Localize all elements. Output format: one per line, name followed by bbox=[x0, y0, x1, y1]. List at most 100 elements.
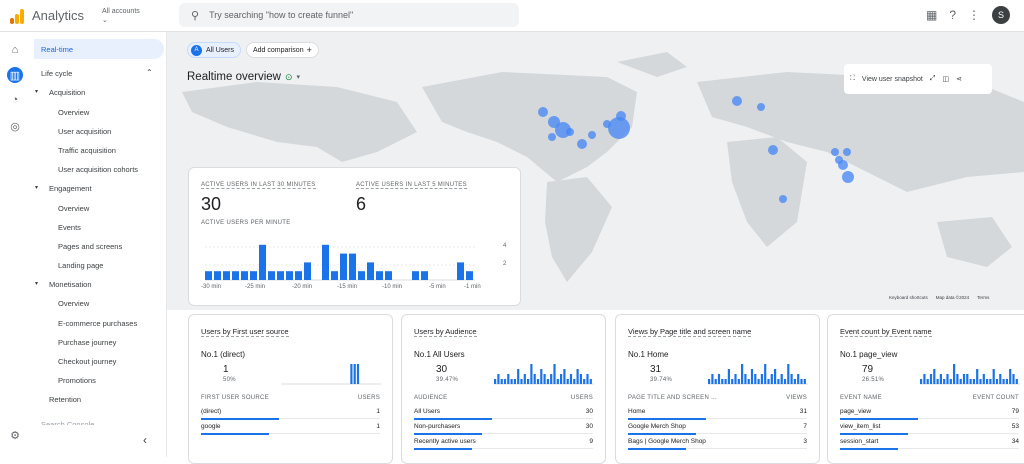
spark-bar[interactable] bbox=[553, 364, 556, 384]
table-row[interactable]: Non-purchasers 30 bbox=[414, 420, 593, 434]
spark-bar[interactable] bbox=[969, 379, 972, 384]
spark-bar[interactable] bbox=[1015, 379, 1018, 384]
table-row[interactable]: google 1 bbox=[201, 420, 380, 434]
card-title[interactable]: Users by First user source bbox=[201, 327, 289, 337]
minute-bar[interactable] bbox=[295, 271, 302, 280]
spark-bar[interactable] bbox=[510, 379, 513, 384]
spark-bar[interactable] bbox=[543, 374, 546, 384]
spark-bar[interactable] bbox=[556, 379, 559, 384]
add-comparison-button[interactable]: Add comparison + bbox=[246, 42, 319, 58]
sidebar-item-user-acquisition-cohorts[interactable]: User acquisition cohorts bbox=[58, 165, 139, 174]
table-row[interactable]: Bags | Google Merch Shop 3 bbox=[628, 435, 807, 449]
minute-bar[interactable] bbox=[223, 271, 230, 280]
view-snapshot-button[interactable]: View user snapshot bbox=[861, 75, 923, 83]
spark-bar[interactable] bbox=[992, 369, 995, 384]
spark-bar[interactable] bbox=[1012, 374, 1015, 384]
analytics-logo[interactable] bbox=[10, 8, 24, 24]
minute-bar[interactable] bbox=[322, 244, 329, 280]
expand-monetisation-icon[interactable]: ▾ bbox=[35, 281, 39, 287]
spark-bar[interactable] bbox=[540, 369, 543, 384]
spark-bar[interactable] bbox=[774, 369, 777, 384]
spark-bar[interactable] bbox=[1005, 379, 1008, 384]
spark-bar[interactable] bbox=[727, 369, 730, 384]
minute-bar[interactable] bbox=[286, 271, 293, 280]
minute-bar[interactable] bbox=[385, 271, 392, 280]
spark-bar[interactable] bbox=[770, 374, 773, 384]
sidebar-item-search-console[interactable]: Search Console bbox=[41, 420, 95, 425]
spark-bar[interactable] bbox=[976, 369, 979, 384]
table-row[interactable]: Recently active users 9 bbox=[414, 435, 593, 449]
minute-bar[interactable] bbox=[331, 271, 338, 280]
minute-bar[interactable] bbox=[304, 262, 311, 280]
table-row[interactable]: All Users 30 bbox=[414, 405, 593, 419]
card-title[interactable]: Event count by Event name bbox=[840, 327, 932, 337]
minute-bar[interactable] bbox=[349, 253, 356, 280]
minute-bar[interactable] bbox=[367, 262, 374, 280]
spark-bar[interactable] bbox=[731, 379, 734, 384]
spark-bar[interactable] bbox=[741, 364, 744, 384]
spark-bar[interactable] bbox=[939, 374, 942, 384]
spark-bar[interactable] bbox=[764, 364, 767, 384]
spark-bar[interactable] bbox=[533, 374, 536, 384]
table-row[interactable]: Google Merch Shop 7 bbox=[628, 420, 807, 434]
sidebar-item-monetisation[interactable]: Monetisation bbox=[49, 280, 92, 289]
minute-bar[interactable] bbox=[268, 271, 275, 280]
spark-bar[interactable] bbox=[982, 374, 985, 384]
spark-bar[interactable] bbox=[500, 379, 503, 384]
spark-bar[interactable] bbox=[523, 374, 526, 384]
spark-bar[interactable] bbox=[711, 374, 714, 384]
spark-bar[interactable] bbox=[513, 379, 516, 384]
sidebar-item-checkout-journey[interactable]: Checkout journey bbox=[58, 357, 117, 366]
title-dropdown-icon[interactable]: ▾ bbox=[296, 74, 301, 81]
sidebar-item-pages-screens[interactable]: Pages and screens bbox=[58, 242, 123, 251]
spark-bar[interactable] bbox=[589, 379, 592, 384]
spark-bar[interactable] bbox=[566, 379, 569, 384]
spark-bar[interactable] bbox=[708, 379, 711, 384]
minute-bar[interactable] bbox=[412, 271, 419, 280]
sidebar-item-eng-overview[interactable]: Overview bbox=[58, 204, 90, 213]
advertising-icon[interactable]: ◎ bbox=[10, 120, 20, 133]
minute-bar[interactable] bbox=[232, 271, 239, 280]
spark-bar[interactable] bbox=[569, 374, 573, 384]
help-icon[interactable]: ? bbox=[949, 8, 956, 22]
spark-bar[interactable] bbox=[494, 379, 497, 384]
minute-bar[interactable] bbox=[358, 271, 365, 280]
sidebar-item-traffic-acquisition[interactable]: Traffic acquisition bbox=[58, 146, 116, 155]
sidebar-item-acq-overview[interactable]: Overview bbox=[58, 108, 90, 117]
chevron-up-icon[interactable]: ⌃ bbox=[146, 68, 153, 77]
spark-bar[interactable] bbox=[803, 379, 806, 384]
minute-bar[interactable] bbox=[241, 271, 248, 280]
spark-bar[interactable] bbox=[926, 379, 929, 384]
spark-bar[interactable] bbox=[750, 369, 754, 384]
spark-bar[interactable] bbox=[979, 379, 982, 384]
spark-bar[interactable] bbox=[356, 364, 360, 384]
keyboard-shortcuts-link[interactable]: Keyboard shortcuts bbox=[889, 295, 928, 300]
spark-bar[interactable] bbox=[517, 369, 520, 384]
explore-icon[interactable]: ◔ bbox=[11, 94, 19, 106]
spark-bar[interactable] bbox=[943, 379, 946, 384]
more-vert-icon[interactable]: ⋮ bbox=[968, 8, 980, 22]
table-row[interactable]: (direct) 1 bbox=[201, 405, 380, 419]
sidebar-item-engagement[interactable]: Engagement bbox=[49, 184, 92, 193]
spark-bar[interactable] bbox=[787, 364, 790, 384]
spark-bar[interactable] bbox=[989, 379, 992, 384]
fullscreen-icon[interactable]: ⤢ bbox=[929, 75, 936, 82]
spark-bar[interactable] bbox=[714, 379, 717, 384]
collapse-sidebar-icon[interactable]: ‹ bbox=[143, 433, 147, 447]
minute-bar[interactable] bbox=[205, 271, 212, 280]
sidebar-item-landing-page[interactable]: Landing page bbox=[58, 261, 104, 270]
spark-bar[interactable] bbox=[579, 374, 582, 384]
spark-bar[interactable] bbox=[576, 369, 579, 384]
table-row[interactable]: view_item_list 53 bbox=[840, 420, 1019, 434]
spark-bar[interactable] bbox=[520, 379, 523, 384]
spark-bar[interactable] bbox=[563, 369, 566, 384]
spark-bar[interactable] bbox=[497, 374, 500, 384]
spark-bar[interactable] bbox=[754, 374, 757, 384]
spark-bar[interactable] bbox=[586, 374, 589, 384]
minute-bar[interactable] bbox=[259, 244, 266, 280]
card-title[interactable]: Users by Audience bbox=[414, 327, 477, 337]
spark-bar[interactable] bbox=[999, 374, 1002, 384]
spark-bar[interactable] bbox=[530, 364, 533, 384]
spark-bar[interactable] bbox=[1009, 369, 1012, 384]
table-row[interactable]: session_start 34 bbox=[840, 435, 1019, 449]
